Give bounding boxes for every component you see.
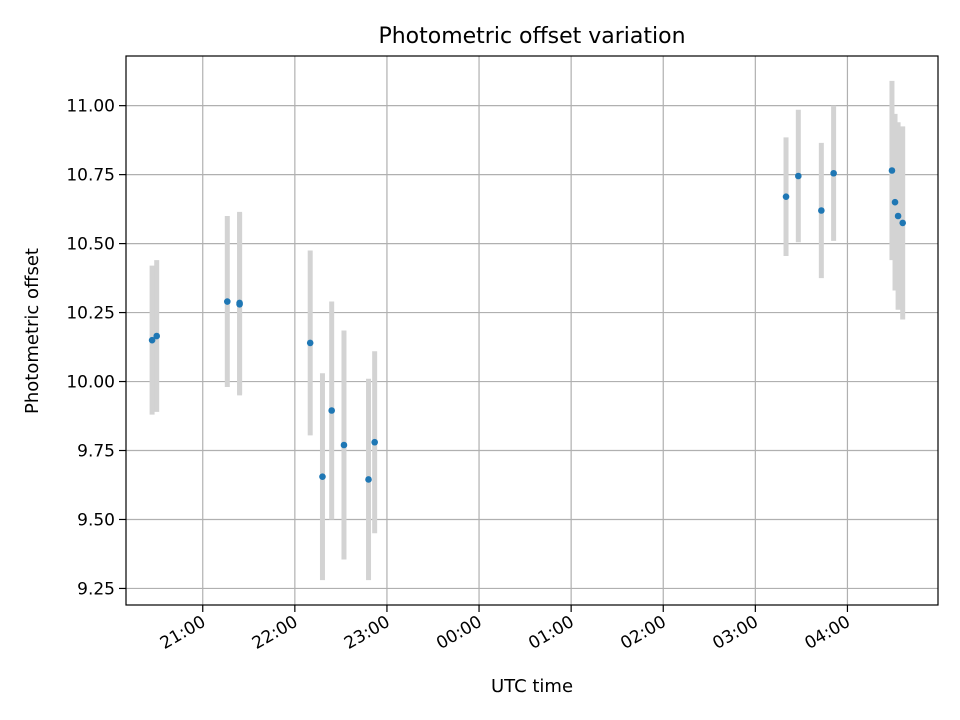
- data-point: [365, 476, 372, 483]
- data-point: [319, 473, 326, 481]
- data-point: [891, 198, 899, 206]
- data-point: [236, 300, 243, 308]
- grid: [126, 56, 938, 605]
- data-point: [148, 336, 156, 344]
- data-point: [340, 441, 348, 449]
- data-point: [894, 212, 902, 220]
- data-point: [371, 438, 378, 446]
- data-point: [830, 169, 837, 177]
- chart-title: Photometric offset variation: [378, 24, 685, 49]
- y-tick-label: 9.25: [77, 579, 115, 599]
- data-point: [795, 172, 802, 180]
- data-point: [153, 332, 160, 340]
- data-point: [224, 298, 231, 305]
- y-axis-ticks: 9.25 9.50 9.75 10.00 10.25 10.50 10.75 11.00: [66, 97, 126, 599]
- plot-frame: [125, 55, 939, 606]
- y-axis-label: Photometric offset: [22, 248, 43, 414]
- data-point: [888, 167, 896, 174]
- y-tick-label: 9.50: [77, 510, 115, 530]
- y-tick-label: 10.50: [66, 235, 115, 255]
- data-point: [818, 207, 825, 214]
- data-point: [328, 407, 335, 414]
- x-axis-label: UTC time: [491, 676, 573, 697]
- y-tick-label: 10.75: [66, 166, 115, 186]
- y-tick-label: 10.00: [66, 373, 115, 393]
- data-point: [306, 339, 314, 347]
- data-points: [148, 167, 906, 483]
- data-point: [899, 219, 906, 227]
- y-tick-label: 10.25: [66, 304, 115, 324]
- data-point: [782, 193, 790, 200]
- y-tick-label: 11.00: [66, 97, 115, 117]
- y-tick-label: 9.75: [77, 442, 115, 462]
